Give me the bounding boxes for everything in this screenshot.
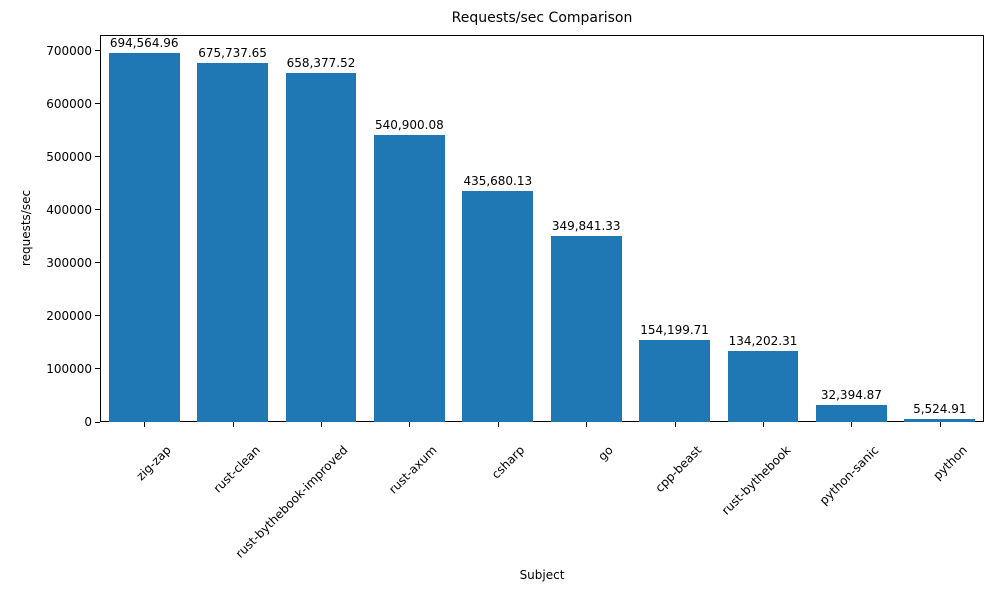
bar-value-label: 134,202.31 [728, 333, 798, 348]
y-tick-label: 100000 [46, 361, 92, 376]
bar-rust-bythebook [727, 350, 799, 422]
x-tick-label: rust-axum [385, 443, 440, 497]
y-tick-label: 0 [84, 415, 92, 429]
bar-rust-axum [374, 134, 445, 422]
x-tick-label: csharp [489, 443, 528, 482]
bar-value-label: 349,841.33 [551, 219, 621, 234]
x-tick-mark [763, 422, 764, 427]
y-tick-label: 200000 [46, 308, 92, 323]
bar-value-label: 154,199.71 [640, 323, 709, 338]
x-tick-label: cpp-beast [652, 443, 705, 495]
bar-zig-zap [108, 53, 180, 422]
y-tick-mark [95, 103, 100, 105]
bar-value-label: 675,737.65 [198, 46, 267, 61]
bar-value-label: 32,394.87 [820, 387, 882, 402]
bar-csharp [462, 190, 534, 422]
y-tick-label: 500000 [46, 149, 92, 164]
bar-python [904, 419, 976, 422]
x-tick-label: python-sanic [816, 443, 882, 508]
plot-area [100, 35, 984, 422]
bar-value-label: 694,564.96 [109, 36, 179, 51]
x-tick-mark [586, 422, 588, 427]
x-tick-label: python [930, 443, 970, 483]
x-axis-label: Subject [519, 568, 565, 582]
bar-value-label: 540,900.08 [375, 117, 444, 132]
x-tick-label: rust-bythebook [718, 443, 793, 518]
x-tick-label: zig-zap [133, 443, 175, 484]
x-tick-label: rust-clean [210, 443, 263, 496]
bar-python-sanic [816, 404, 887, 422]
x-tick-mark [939, 422, 941, 427]
bar-value-label: 5,524.91 [913, 402, 967, 417]
y-tick-mark [95, 50, 100, 52]
y-tick-label: 700000 [46, 43, 92, 58]
x-tick-mark [232, 422, 234, 427]
x-tick-label: go [595, 443, 617, 464]
bar-rust-clean [197, 63, 268, 422]
bar-cpp-beast [639, 340, 710, 422]
chart-title: Requests/sec Comparison [451, 10, 633, 26]
y-tick-mark [95, 315, 100, 317]
x-tick-mark [144, 422, 146, 427]
bar-rust-bythebook-improved [285, 72, 357, 422]
y-tick-mark [95, 209, 100, 211]
y-tick-mark [95, 156, 100, 158]
x-tick-mark [321, 422, 322, 427]
x-tick-mark [674, 422, 676, 427]
y-tick-mark [95, 368, 100, 370]
x-tick-mark [497, 422, 499, 427]
y-tick-mark [95, 262, 100, 264]
x-tick-mark [409, 422, 411, 427]
bar-go [550, 236, 622, 422]
y-tick-label: 600000 [46, 96, 92, 111]
bar-value-label: 658,377.52 [286, 55, 356, 70]
y-tick-label: 300000 [46, 255, 92, 270]
y-tick-mark [95, 421, 100, 423]
bar-value-label: 435,680.13 [463, 173, 533, 188]
y-tick-label: 400000 [46, 202, 92, 217]
x-tick-mark [851, 422, 853, 427]
